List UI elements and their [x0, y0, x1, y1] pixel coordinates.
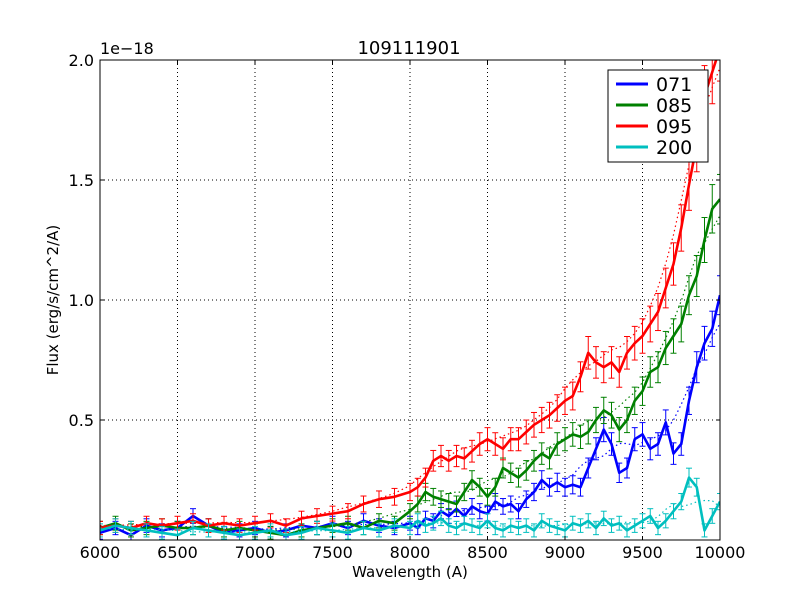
- chart-title: 109111901: [357, 38, 460, 59]
- y-tick-label: 0.5: [69, 411, 94, 430]
- axis-ticks: 6000 6500 7000 7500 8000 8500 9000 9500 10000 0.5…: [69, 51, 746, 562]
- y-offset-text: 1e−18: [100, 39, 154, 58]
- x-tick-label: 7000: [235, 543, 276, 562]
- legend-label-200: 200: [656, 137, 692, 159]
- legend-label-071: 071: [656, 74, 692, 96]
- series-group: [100, 60, 720, 540]
- y-tick-label: 1.0: [69, 291, 94, 310]
- legend-label-085: 085: [656, 95, 692, 117]
- x-tick-label: 9000: [545, 543, 586, 562]
- grid-lines: [100, 60, 720, 540]
- y-tick-label: 1.5: [69, 171, 94, 190]
- x-tick-label: 9500: [622, 543, 663, 562]
- x-tick-label: 6500: [157, 543, 198, 562]
- x-tick-label: 7500: [312, 543, 353, 562]
- series-200-line: [100, 476, 720, 537]
- y-tick-label: 2.0: [69, 51, 94, 70]
- series-085-trend: [100, 215, 720, 531]
- x-tick-label: 8500: [467, 543, 508, 562]
- x-tick-label: 8000: [390, 543, 431, 562]
- y-axis-label: Flux (erg/s/cm^2/A): [44, 225, 62, 376]
- plot-data: [100, 60, 720, 540]
- x-tick-label: 6000: [80, 543, 121, 562]
- x-axis-label: Wavelength (A): [352, 563, 468, 581]
- x-tick-label: 10000: [695, 543, 746, 562]
- legend-label-095: 095: [656, 116, 692, 138]
- series-095-line: [100, 60, 718, 530]
